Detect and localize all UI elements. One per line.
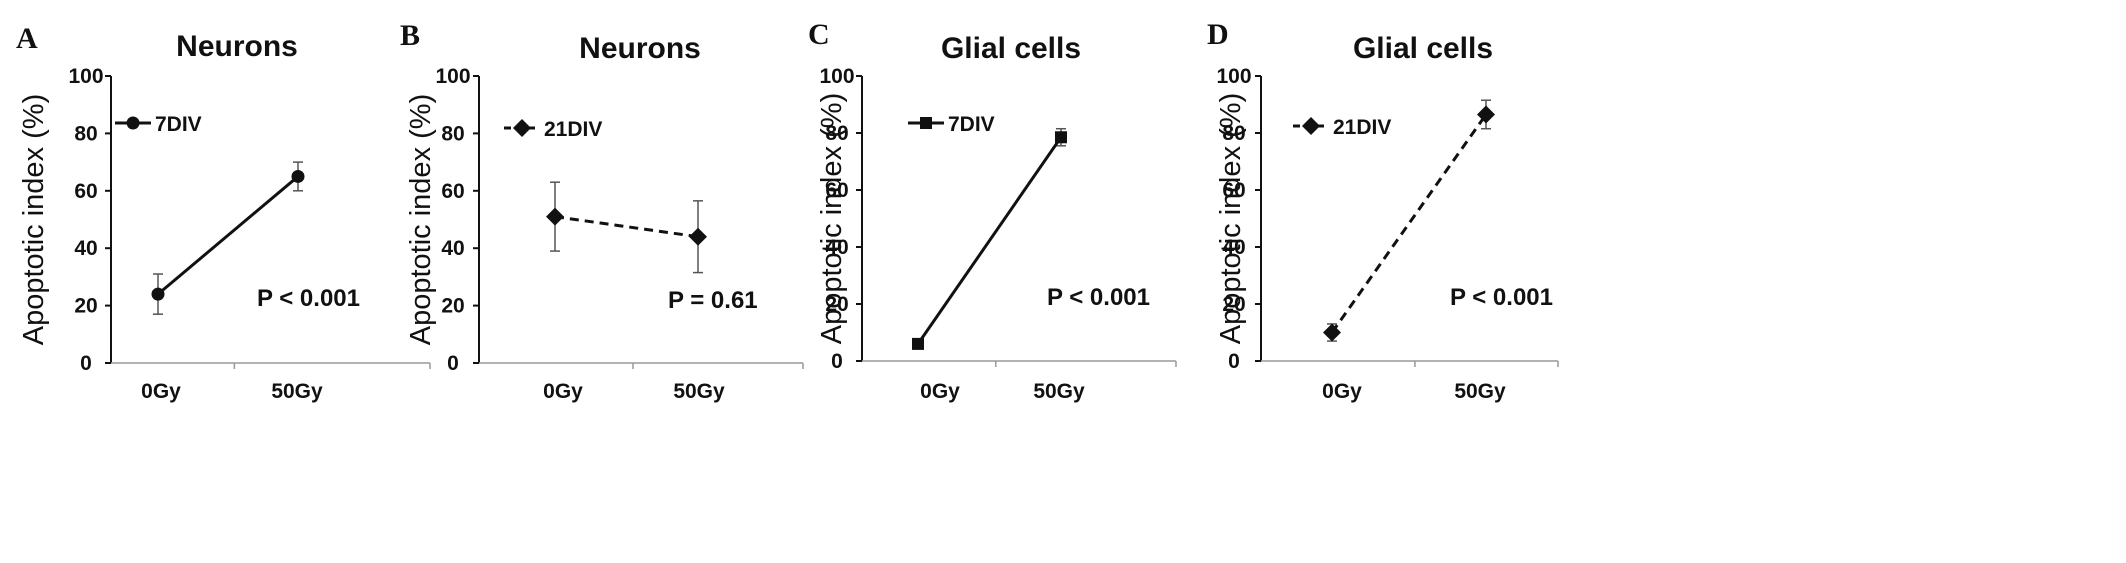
x-tick-label: 0Gy — [1322, 380, 1362, 403]
x-tick-label: 50Gy — [271, 380, 323, 403]
panel-letter: B — [400, 19, 420, 52]
data-point — [291, 169, 305, 183]
panel-letter: A — [16, 22, 38, 55]
y-axis-label: Apoptotic index (%) — [1215, 93, 1247, 344]
y-axis-label: Apoptotic index (%) — [405, 94, 437, 345]
y-tick-label: 60 — [441, 180, 464, 203]
data-point — [151, 287, 165, 301]
panel-title: Neurons — [579, 32, 701, 65]
legend-label: 21DIV — [1333, 116, 1391, 139]
y-tick-label: 0 — [80, 352, 92, 375]
legend-label: 21DIV — [544, 118, 602, 141]
y-tick-label: 80 — [74, 122, 97, 145]
panel-b: B Neurons 0 20 40 60 80 100 0Gy 50Gy Apoptotic ind… — [400, 19, 804, 403]
panel-title: Glial cells — [1353, 32, 1493, 65]
y-tick-label: 20 — [825, 293, 848, 316]
y-axis-label: Apoptotic index (%) — [18, 94, 50, 345]
y-tick-label: 100 — [68, 65, 103, 88]
y-tick-label: 40 — [74, 237, 97, 260]
p-value-annotation: P = 0.61 — [668, 287, 758, 314]
y-tick-label: 80 — [441, 122, 464, 145]
y-tick-label: 80 — [825, 122, 848, 145]
y-axis-label: Apoptotic index (%) — [816, 93, 848, 344]
data-point — [1055, 131, 1067, 144]
panel-letter: D — [1207, 18, 1229, 51]
x-tick-label: 0Gy — [543, 380, 583, 403]
legend-marker — [1302, 117, 1320, 135]
y-tick-label: 100 — [819, 65, 854, 88]
y-tick-label: 0 — [831, 350, 843, 373]
p-value-annotation: P < 0.001 — [1450, 284, 1553, 311]
panel-title: Glial cells — [941, 32, 1081, 65]
data-point — [546, 207, 564, 226]
y-tick-label: 20 — [74, 295, 97, 318]
x-tick-label: 50Gy — [1454, 380, 1506, 403]
x-tick-label: 50Gy — [1033, 380, 1085, 403]
legend-marker — [920, 117, 932, 129]
y-tick-label: 100 — [1216, 65, 1251, 88]
y-tick-label: 0 — [447, 352, 459, 375]
y-tick-label: 40 — [1222, 236, 1245, 259]
legend-label: 7DIV — [948, 113, 995, 136]
panel-d: D Glial cells 0 20 40 60 80 100 0Gy 50Gy Apoptotic… — [1207, 18, 1559, 403]
x-tick-label: 50Gy — [673, 380, 725, 403]
legend-marker — [513, 119, 531, 137]
y-tick-label: 100 — [435, 65, 470, 88]
series-line — [157, 175, 299, 296]
panel-title: Neurons — [176, 30, 298, 63]
data-point — [689, 227, 707, 246]
series-line — [916, 136, 1063, 345]
y-tick-label: 60 — [825, 179, 848, 202]
panel-letter: C — [808, 18, 830, 51]
y-tick-label: 20 — [441, 295, 464, 318]
x-tick-label: 0Gy — [141, 380, 181, 403]
data-point — [1477, 105, 1495, 124]
p-value-annotation: P < 0.001 — [1047, 284, 1150, 311]
y-tick-label: 20 — [1222, 293, 1245, 316]
data-point — [912, 337, 924, 350]
panel-c: C Glial cells 0 20 40 60 80 100 0Gy 50Gy Apoptotic… — [808, 18, 1177, 403]
y-tick-label: 60 — [74, 180, 97, 203]
panel-a: A Neurons 0 20 40 60 80 100 0Gy 50Gy Apoptotic ind… — [16, 22, 431, 403]
y-tick-label: 40 — [441, 237, 464, 260]
y-tick-label: 60 — [1222, 179, 1245, 202]
y-tick-label: 80 — [1222, 122, 1245, 145]
series-line — [554, 215, 699, 239]
legend-marker — [126, 116, 140, 130]
x-tick-label: 0Gy — [920, 380, 960, 403]
legend-label: 7DIV — [155, 113, 202, 136]
y-tick-label: 40 — [825, 236, 848, 259]
data-point — [1323, 323, 1341, 342]
p-value-annotation: P < 0.001 — [257, 285, 360, 312]
y-tick-label: 0 — [1228, 350, 1240, 373]
